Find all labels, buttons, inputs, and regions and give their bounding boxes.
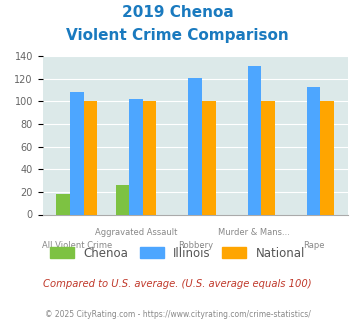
Text: Violent Crime Comparison: Violent Crime Comparison: [66, 28, 289, 43]
Bar: [321, 101, 334, 214]
Text: Murder & Mans...: Murder & Mans...: [218, 228, 290, 237]
Bar: [202, 101, 216, 214]
Text: Aggravated Assault: Aggravated Assault: [95, 228, 177, 237]
Bar: [129, 99, 143, 214]
Bar: [70, 92, 84, 214]
Text: 2019 Chenoa: 2019 Chenoa: [122, 5, 233, 20]
Bar: [248, 66, 261, 214]
Bar: [143, 101, 157, 214]
Text: Robbery: Robbery: [178, 241, 213, 250]
Bar: [84, 101, 97, 214]
Text: Compared to U.S. average. (U.S. average equals 100): Compared to U.S. average. (U.S. average …: [43, 279, 312, 289]
Bar: [307, 87, 321, 214]
Bar: [189, 78, 202, 214]
Text: Rape: Rape: [303, 241, 324, 250]
Legend: Chenoa, Illinois, National: Chenoa, Illinois, National: [45, 242, 310, 264]
Text: All Violent Crime: All Violent Crime: [42, 241, 112, 250]
Bar: [56, 194, 70, 214]
Text: © 2025 CityRating.com - https://www.cityrating.com/crime-statistics/: © 2025 CityRating.com - https://www.city…: [45, 310, 310, 319]
Bar: [116, 185, 129, 214]
Bar: [261, 101, 275, 214]
